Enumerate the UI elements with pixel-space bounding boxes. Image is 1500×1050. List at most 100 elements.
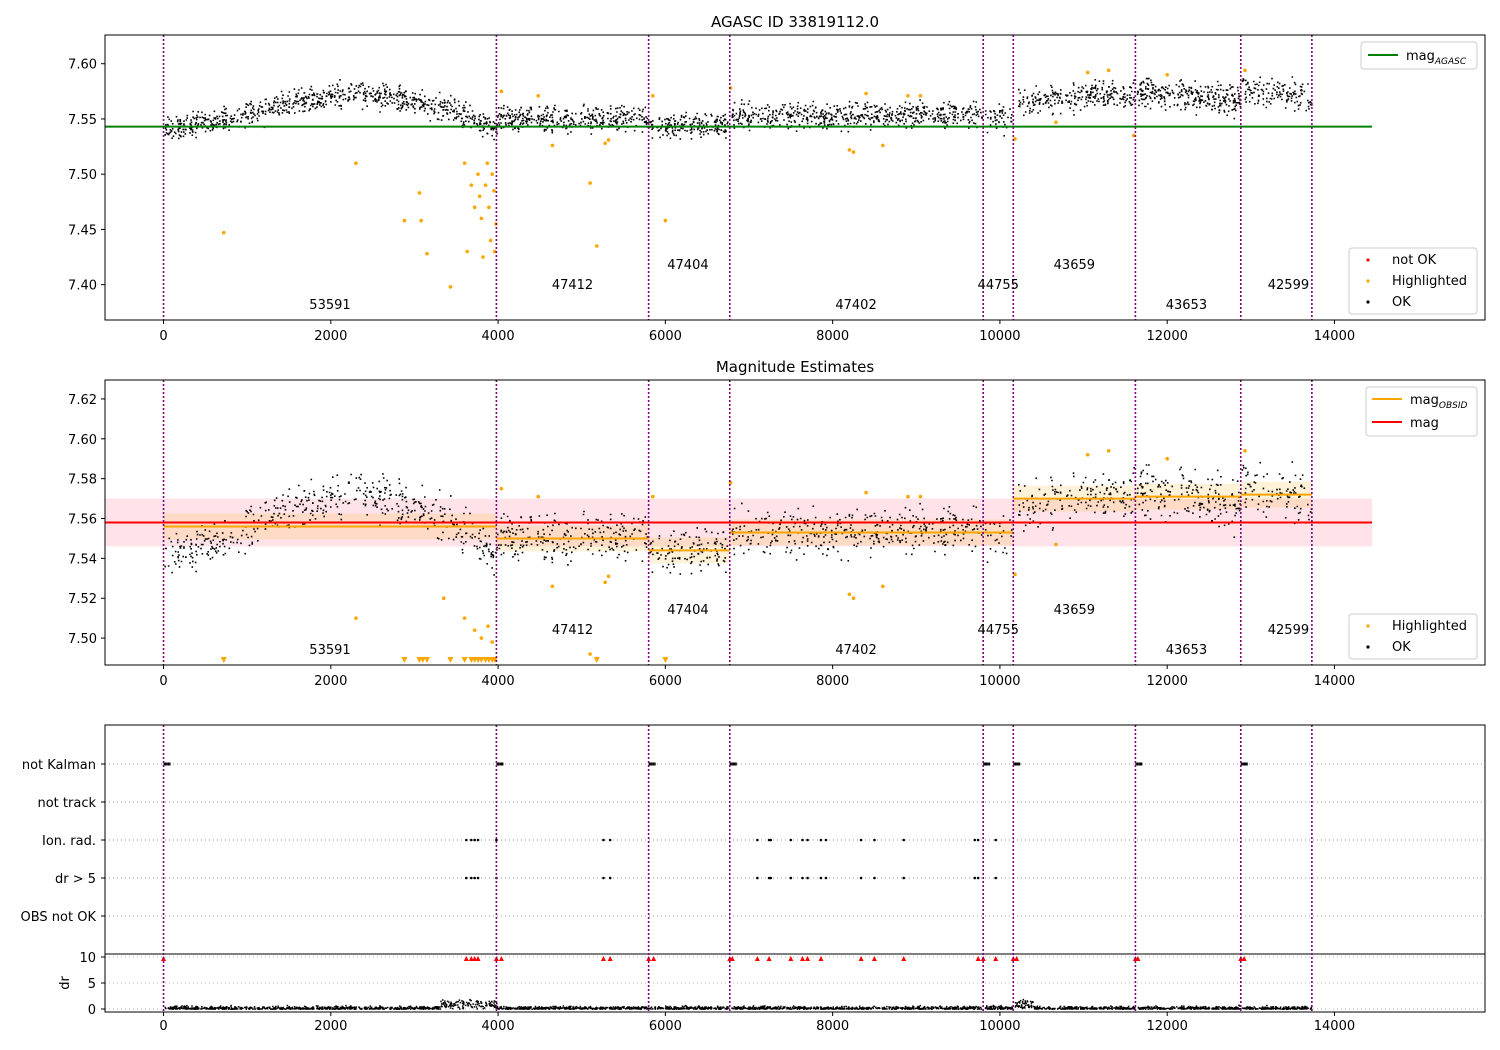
panel1-data-layer: 0 2000 4000 6000 8000 10000 12000 14000 7.40 7.45…	[68, 35, 1373, 344]
dr-clipped-marker	[1135, 956, 1141, 961]
highlighted-point	[354, 161, 358, 165]
flag-mark	[169, 762, 171, 766]
flag-mark	[496, 762, 498, 766]
flag-mark	[1138, 762, 1140, 766]
flag-mark	[824, 876, 828, 880]
flag-mark	[473, 838, 476, 842]
highlighted-point	[536, 93, 541, 98]
highlighted-point	[594, 244, 599, 248]
flag-mark	[1016, 762, 1018, 766]
obsid-label: 47412	[552, 623, 593, 638]
highlighted-point	[1085, 70, 1090, 75]
flag-mark	[1243, 762, 1245, 766]
highlighted-point	[472, 628, 477, 632]
x-tick-label: 12000	[1147, 1019, 1188, 1034]
x-tick-label: 6000	[649, 329, 682, 344]
highlighted-point	[603, 141, 607, 146]
flag-mark	[994, 838, 998, 842]
x-tick-label: 8000	[816, 1019, 849, 1034]
dr-clipped-marker	[600, 956, 606, 961]
highlighted-point	[419, 218, 423, 223]
dr-clipped-marker	[472, 956, 478, 961]
highlighted-point	[588, 181, 592, 185]
flag-mark	[650, 762, 652, 766]
flag-mark	[994, 876, 998, 880]
legend2-highlighted: Highlighted	[1392, 619, 1467, 634]
highlighted-point	[492, 188, 496, 193]
flag-mark	[1244, 762, 1247, 766]
panel1-frame	[104, 34, 1486, 321]
highlighted-point	[462, 616, 467, 620]
flag-mark	[470, 876, 473, 880]
flag-mark	[163, 762, 165, 766]
highlighted-point	[1165, 456, 1169, 461]
x-tick-label: 0	[159, 674, 167, 689]
flag-row-label: not track	[37, 796, 96, 811]
flag-mark	[801, 876, 804, 880]
highlighted-point	[1054, 120, 1058, 125]
highlighted-point	[477, 194, 482, 199]
x-tick-label: 2000	[314, 1019, 347, 1034]
highlighted-point	[476, 172, 480, 176]
highlighted-point	[479, 216, 484, 221]
panel2-frame	[104, 379, 1486, 666]
highlighted-point	[864, 490, 868, 495]
y-tick-label: 7.50	[68, 632, 97, 647]
highlighted-point	[918, 93, 923, 98]
clipped-marker	[419, 657, 426, 663]
highlighted-point	[881, 143, 885, 148]
highlighted-point	[490, 640, 495, 644]
flag-mark	[1014, 762, 1017, 766]
flag-mark	[873, 876, 876, 880]
flag-mark	[732, 762, 734, 766]
flag-mark	[602, 838, 605, 842]
highlighted-point	[847, 592, 852, 597]
obsid-label: 53591	[309, 643, 350, 658]
flag-mark	[495, 838, 498, 842]
x-tick-label: 6000	[649, 1019, 682, 1034]
clipped-marker	[461, 657, 468, 663]
flag-mark	[819, 876, 823, 880]
flag-mark	[1135, 762, 1137, 766]
flag-mark	[756, 838, 759, 842]
highlighted-point	[550, 143, 555, 148]
flag-mark	[873, 838, 876, 842]
flag-mark	[806, 838, 809, 842]
highlighted-point	[651, 494, 655, 499]
dr-clipped-marker	[805, 956, 811, 961]
flag-mark	[735, 762, 737, 766]
highlighted-point	[488, 238, 493, 243]
flag-mark	[499, 762, 501, 766]
highlighted-point	[851, 150, 856, 154]
flag-row-label: Ion. rad.	[42, 834, 96, 849]
flag-mark	[729, 762, 732, 766]
y-tick-label: 7.58	[68, 473, 97, 488]
flag-mark	[476, 838, 480, 842]
svg-text:mag: mag	[1410, 416, 1439, 431]
x-tick-label: 4000	[482, 1019, 515, 1034]
flag-mark	[651, 762, 653, 766]
panel1-legend-lower: not OK Highlighted OK	[1348, 247, 1478, 315]
x-tick-label: 8000	[816, 674, 849, 689]
flag-mark	[1242, 762, 1244, 766]
dr-clipped-marker	[975, 956, 981, 961]
highlighted-point	[441, 596, 446, 601]
panel2-legend-upper: magOBSID mag	[1365, 386, 1478, 437]
highlighted-point	[588, 652, 592, 656]
y-tick-label: 7.40	[68, 279, 97, 294]
x-tick-label: 4000	[482, 674, 515, 689]
legend-not-ok: not OK	[1392, 253, 1437, 268]
highlighted-point	[536, 494, 541, 499]
dr-clipped-marker	[800, 956, 806, 961]
x-tick-label: 8000	[816, 329, 849, 344]
flag-row-label: not Kalman	[22, 758, 96, 773]
x-tick-label: 0	[159, 1019, 167, 1034]
highlighted-point	[490, 172, 495, 176]
dr-clipped-marker	[858, 956, 864, 961]
flag-mark	[648, 762, 651, 766]
highlighted-point	[481, 255, 485, 259]
panel1-legend-upper: magAGASC	[1360, 41, 1478, 70]
clipped-marker	[593, 657, 600, 663]
highlighted-point	[499, 89, 504, 94]
flag-mark	[654, 762, 656, 766]
